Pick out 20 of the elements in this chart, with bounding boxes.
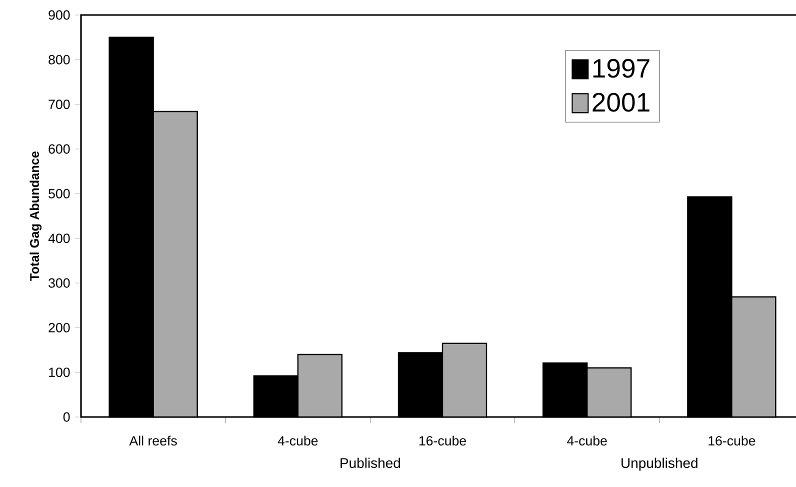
x-tick-label: 16-cube (708, 436, 756, 446)
y-tick-label: 500 (48, 188, 70, 198)
y-tick-label: 600 (48, 144, 70, 154)
y-tick-label: 100 (49, 368, 70, 378)
y-tick-label: 400 (48, 234, 70, 244)
x-tick-label: All reefs (129, 436, 177, 446)
x-tick-label: 4-cube (567, 436, 607, 446)
y-tick-label: 900 (48, 10, 70, 20)
y-axis-title: Total Gag Abundance (30, 151, 42, 281)
text: Unpublished (622, 458, 698, 471)
y-tick-label: 700 (48, 100, 70, 110)
y-tick-label: 800 (48, 54, 70, 64)
y-tick-label: 0 (63, 412, 70, 422)
legend-label: 2001 (592, 92, 650, 112)
y-tick-label: 200 (48, 322, 70, 332)
text: Published (340, 458, 400, 468)
legend-label: 1997 (593, 58, 650, 78)
y-tick-label: 300 (48, 278, 70, 288)
x-tick-label: 16-cube (419, 436, 466, 446)
x-tick-label: 4-cube (278, 436, 318, 446)
